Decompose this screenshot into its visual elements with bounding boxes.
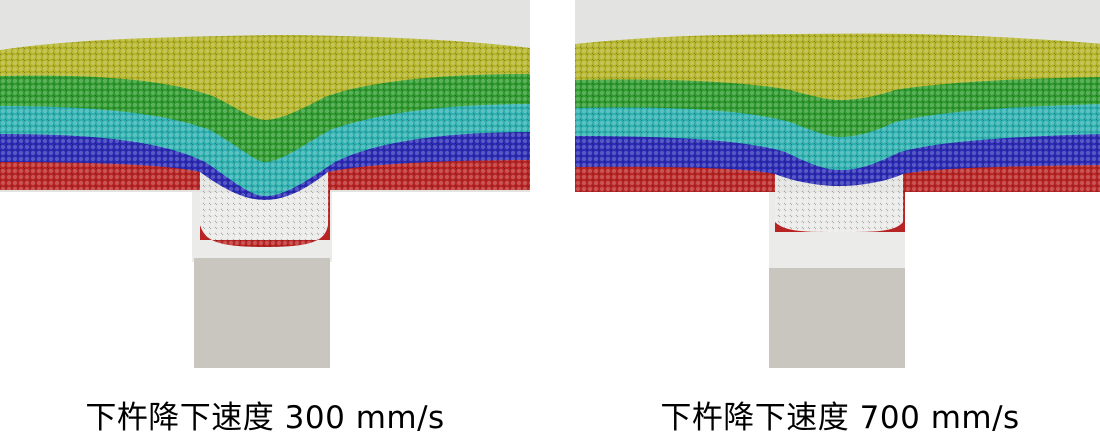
simulation-panel-700: 下杵降下速度 700 mm/s <box>575 0 1100 442</box>
particle-texture <box>575 33 1100 232</box>
powder-fill-image-700 <box>575 0 1100 368</box>
lower-punch <box>194 258 330 368</box>
simulation-panel-300: 下杵降下速度 300 mm/s <box>0 0 530 442</box>
powder-fill-image-300 <box>0 0 530 368</box>
caption-300: 下杵降下速度 300 mm/s <box>85 400 445 436</box>
lower-punch <box>769 268 905 368</box>
caption-700: 下杵降下速度 700 mm/s <box>660 400 1020 436</box>
particle-texture <box>0 35 530 248</box>
